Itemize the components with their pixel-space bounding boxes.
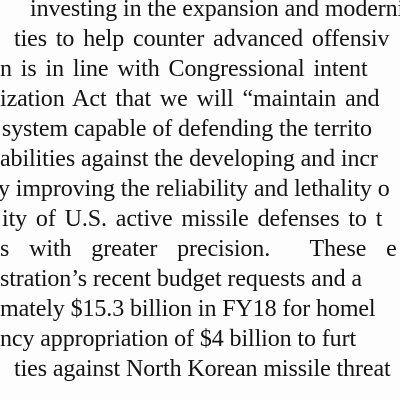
text-line: ties against North Korean missile threat: [14, 356, 391, 382]
text-line: investing in the expansion and moderniz: [30, 0, 400, 22]
text-line: s with greater precision. These e: [0, 236, 397, 262]
text-line: ization Act that we will “maintain and: [0, 86, 380, 112]
text-line: ties to help counter advanced offensiv: [14, 26, 390, 52]
text-line: ncy appropriation of $4 billion to furt: [0, 326, 357, 352]
text-line: y improving the reliability and lethalit…: [0, 176, 390, 202]
text-line: system capable of defending the territo: [0, 116, 372, 142]
text-line: mately $15.3 billion in FY18 for homel: [0, 296, 376, 322]
text-line: stration’s recent budget requests and a: [0, 266, 362, 292]
text-line: n is in line with Congressional intent: [0, 56, 368, 82]
text-line: abilities against the developing and inc…: [0, 146, 378, 172]
text-line: ity of U.S. active missile defenses to t: [2, 206, 383, 232]
